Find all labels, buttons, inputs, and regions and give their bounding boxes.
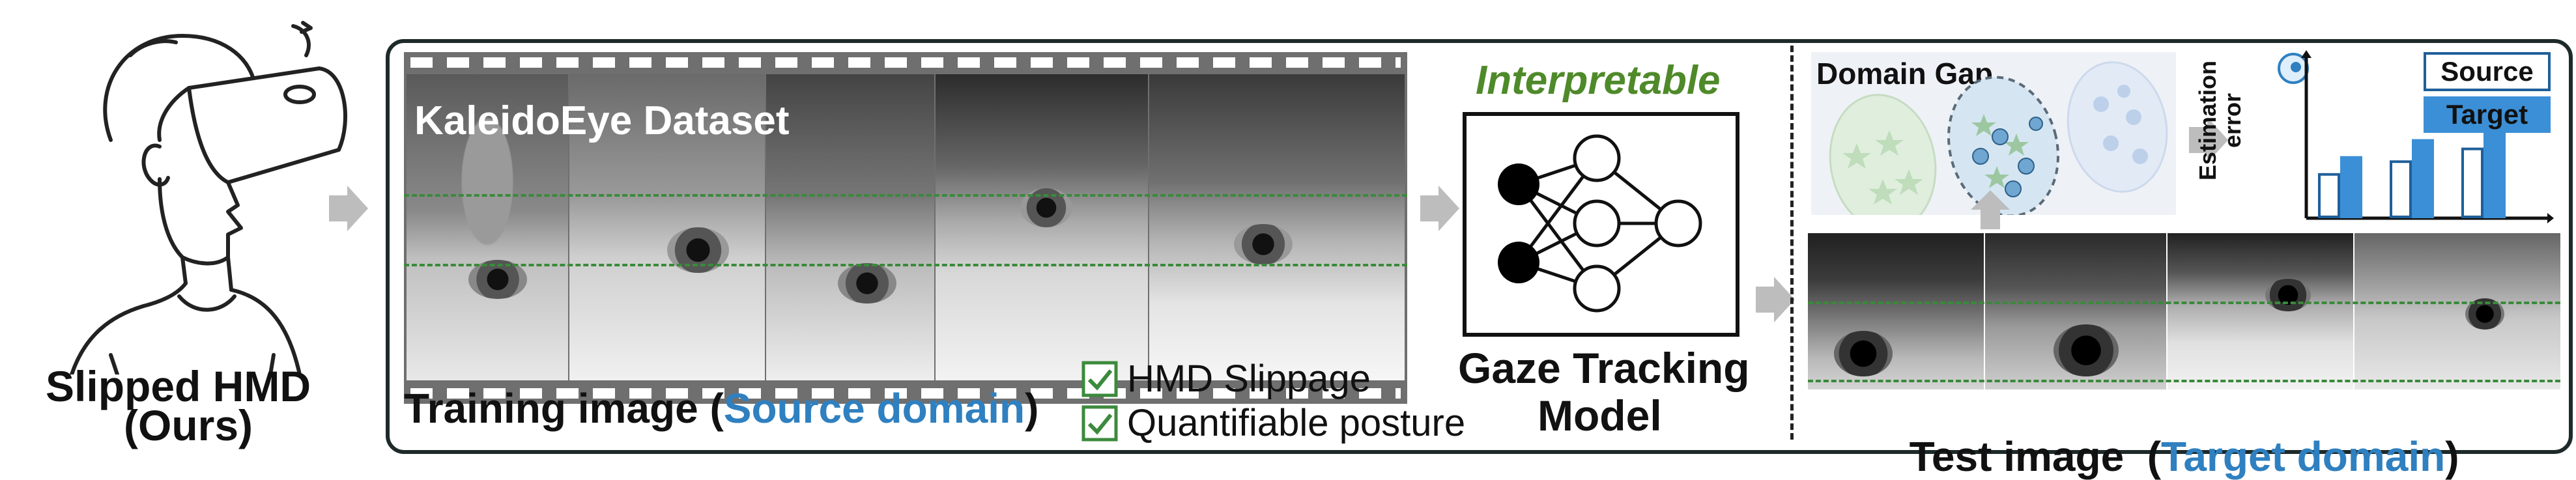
arrow-right-icon — [329, 186, 368, 231]
checklist: HMD Slippage Quantifiable posture — [1081, 357, 1485, 445]
chart-ylabel-line2: error — [2219, 92, 2246, 148]
checklist-label: Quantifiable posture — [1127, 402, 1466, 444]
arrow-right-icon — [1756, 277, 1795, 322]
left-title-line1: Slipped HMD — [46, 362, 311, 410]
training-eye-image-5 — [1149, 74, 1405, 380]
training-eye-image-1 — [407, 74, 568, 380]
bar-source-2 — [2390, 160, 2412, 218]
reference-line-upper — [404, 194, 1407, 197]
chart-ylabel: Estimation error — [2194, 55, 2246, 186]
neural-network-box — [1463, 112, 1739, 337]
model-title-line1: Gaze Tracking — [1458, 344, 1750, 392]
training-caption: Training image (Source domain) — [404, 388, 1038, 429]
model-title-line2: Model — [1538, 391, 1662, 440]
test-caption-domain: Target domain — [2161, 433, 2446, 480]
estimation-error-chart: Estimation error Source Target — [2194, 49, 2554, 231]
left-title-line2: (Ours) — [124, 401, 253, 449]
test-caption: Test image (Target domain) — [1886, 394, 2459, 477]
bar-target-1 — [2340, 156, 2362, 218]
training-filmstrip: KaleidoEye Dataset — [404, 52, 1407, 404]
checklist-item: Quantifiable posture — [1081, 401, 1485, 445]
reference-line-lower — [404, 264, 1407, 266]
bar-target-2 — [2412, 139, 2434, 218]
checklist-label: HMD Slippage — [1127, 358, 1371, 400]
pipeline-frame — [386, 39, 2573, 454]
checkbox-checked-icon — [1081, 405, 1118, 442]
test-caption-prefix: Test image ( — [1909, 433, 2162, 480]
arrow-up-icon — [1971, 190, 2010, 229]
dataset-label: KaleidoEye Dataset — [414, 98, 790, 143]
section-divider — [1790, 46, 1794, 440]
legend-target: Target — [2424, 96, 2551, 133]
test-eye-image-4 — [2354, 233, 2560, 389]
legend-source: Source — [2424, 52, 2551, 91]
test-images-strip — [1808, 233, 2560, 389]
interpretable-label: Interpretable — [1476, 58, 1721, 103]
domain-gap-illustration — [1829, 61, 2168, 215]
test-reference-line-lower — [1808, 380, 2560, 382]
arrow-right-icon — [1420, 186, 1459, 231]
test-caption-suffix: ) — [2445, 433, 2459, 480]
arrow-right-icon — [2189, 117, 2228, 163]
training-eye-image-2 — [569, 74, 765, 380]
training-eye-image-4 — [936, 74, 1148, 380]
training-caption-prefix: Training image ( — [404, 385, 724, 432]
film-sprockets-top — [410, 57, 1401, 68]
domain-gap-title: Domain Gap — [1816, 57, 1993, 91]
domain-gap-panel: Domain Gap — [1811, 52, 2176, 215]
test-eye-image-3 — [2168, 233, 2353, 389]
training-caption-suffix: ) — [1025, 385, 1039, 432]
vr-headset-person-icon — [70, 21, 347, 376]
hmd-person-illustration — [13, 10, 352, 376]
checkbox-checked-icon — [1081, 361, 1118, 397]
test-eye-image-2 — [1985, 233, 2166, 389]
chart-ylabel-line1: Estimation — [2194, 60, 2221, 181]
film-sprockets-bottom — [410, 388, 1401, 399]
bar-target-3 — [2483, 126, 2506, 219]
checklist-item: HMD Slippage — [1081, 357, 1485, 401]
bar-source-3 — [2461, 147, 2483, 218]
training-caption-domain: Source domain — [723, 385, 1025, 432]
chart-legend: Source Target — [2424, 52, 2551, 133]
neural-network-icon — [1498, 134, 1702, 313]
test-eye-image-1 — [1808, 233, 1984, 389]
test-reference-line-upper — [1808, 302, 2560, 304]
training-eye-image-3 — [766, 74, 934, 380]
bar-source-1 — [2318, 173, 2340, 218]
